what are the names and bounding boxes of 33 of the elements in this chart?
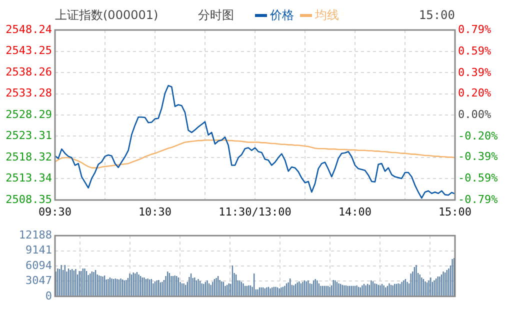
y-tick-label: 6094	[26, 258, 52, 272]
x-tick-label: 15:00	[438, 205, 472, 218]
y-tick-label: 2538.26	[6, 65, 52, 78]
y2-tick-label: 0.20%	[458, 86, 492, 100]
x-tick-label: 14:00	[338, 205, 372, 218]
chart-title: 上证指数(000001)	[55, 8, 158, 22]
y-tick-label: 2533.28	[6, 86, 52, 100]
y2-tick-label: 0.00%	[458, 108, 492, 121]
text: 15:00	[418, 8, 455, 22]
y2-tick-label: 0.39%	[458, 66, 492, 79]
y-tick-label: 2508.35	[6, 192, 52, 206]
y2-tick-label: -0.79%	[458, 192, 498, 206]
y-tick-label: 12188	[18, 228, 52, 242]
y-tick-label: 9141	[26, 244, 52, 257]
y2-tick-label: 0.79%	[458, 22, 492, 36]
y2-tick-label: -0.59%	[458, 171, 498, 184]
y2-tick-label: 0.59%	[458, 44, 492, 58]
legend-label: 价格	[269, 8, 294, 22]
y-tick-label: 0	[45, 289, 52, 302]
legend-label: 均线	[314, 8, 339, 22]
y-tick-label: 2528.29	[6, 108, 52, 121]
x-tick-label: 10:30	[138, 205, 172, 218]
y2-tick-label: -0.20%	[458, 129, 498, 142]
y-tick-label: 2548.24	[6, 22, 52, 36]
y-tick-label: 3047	[26, 274, 52, 288]
y-tick-label: 2543.25	[6, 44, 52, 58]
y-tick-label: 2513.34	[6, 172, 52, 185]
x-tick-label: 09:30	[38, 205, 72, 218]
y2-tick-label: -0.39%	[458, 150, 498, 163]
chart-subtitle: 分时图	[198, 8, 234, 22]
y-tick-label: 2518.32	[6, 150, 52, 164]
y-tick-label: 2523.31	[6, 129, 52, 142]
x-tick-label: 11:30/13:00	[218, 205, 292, 218]
